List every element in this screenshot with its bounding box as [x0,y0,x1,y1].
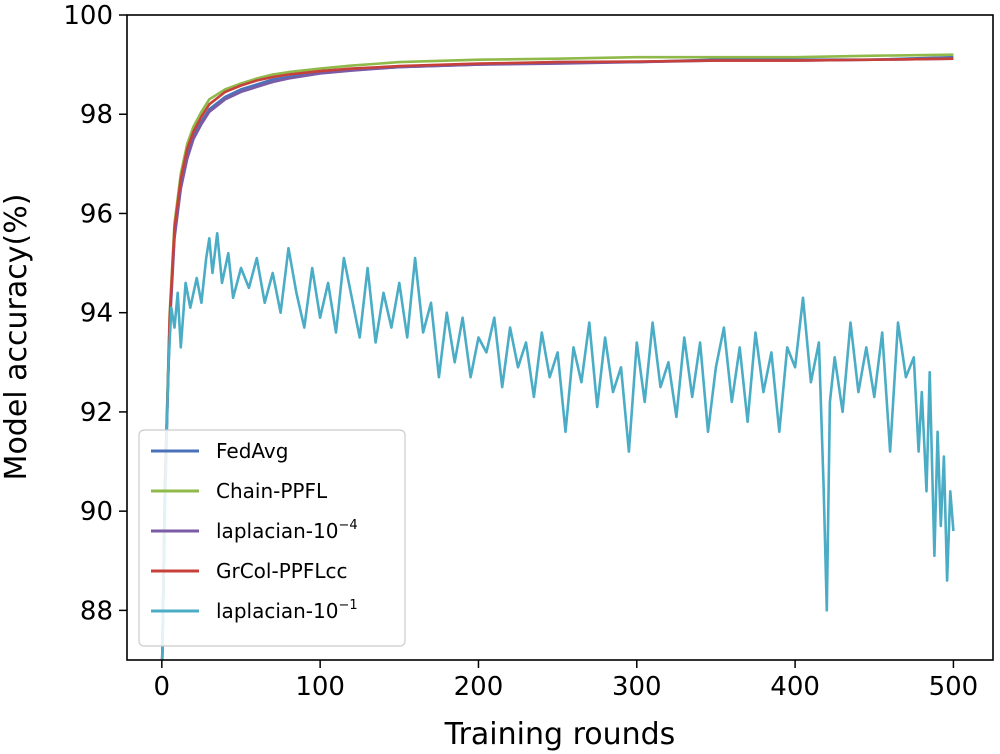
legend-label-text: laplacian-10 [216,599,338,623]
legend-label-exponent: −4 [338,518,357,533]
y-tick-label: 90 [80,497,113,527]
x-axis-title: Training rounds [444,717,676,752]
y-axis-title: Model accuracy(%) [0,194,34,481]
legend-label-text: FedAvg [216,439,288,463]
legend-box [138,429,406,647]
y-tick-label: 88 [80,596,113,626]
y-axis: 88 90 92 94 96 98 100 [63,1,127,626]
legend: FedAvgChain-PPFLlaplacian-10−4GrCol-PPFL… [138,429,406,647]
x-tick-label: 100 [295,672,345,702]
series-line-4 [160,232,955,660]
x-tick-label: 400 [770,672,820,702]
x-tick-label: 500 [929,672,979,702]
x-tick-label: 300 [612,672,662,702]
series-line-3 [160,57,954,660]
legend-label-1: Chain-PPFL [216,479,328,503]
legend-label-exponent: −1 [338,598,357,613]
x-tick-label: 0 [154,672,171,702]
legend-label-4: laplacian-10−1 [216,598,358,623]
legend-label-2: laplacian-10−4 [216,518,358,543]
series-layer [160,53,955,660]
x-axis: 0 100 200 300 400 500 [154,660,979,702]
x-tick-label: 200 [454,672,504,702]
y-tick-label: 96 [80,199,113,229]
y-tick-label: 94 [80,299,113,329]
legend-label-text: laplacian-10 [216,519,338,543]
legend-label-text: Chain-PPFL [216,479,328,503]
y-tick-label: 98 [80,100,113,130]
plot-frame [126,14,994,661]
y-tick-label: 92 [80,398,113,428]
y-tick-label: 100 [63,1,113,31]
legend-label-3: GrCol-PPFLcc [216,559,347,583]
legend-label-0: FedAvg [216,439,288,463]
legend-label-text: GrCol-PPFLcc [216,559,347,583]
